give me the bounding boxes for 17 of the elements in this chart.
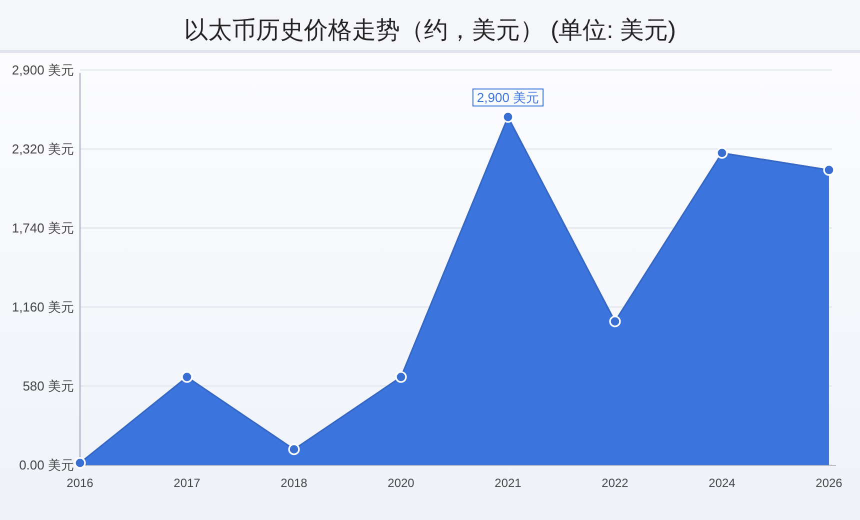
- y-tick-label: 1,740 美元: [12, 220, 74, 236]
- y-tick-label: 2,320 美元: [12, 142, 74, 156]
- y-tick-label: 0.00 美元: [19, 458, 74, 472]
- x-tick-label: 2024: [708, 476, 736, 490]
- x-tick-label: 2017: [174, 476, 200, 490]
- title: 以太币历史价格走势（约，美元） (单位: 美元): [184, 17, 676, 44]
- x-tick-label: 2026: [816, 476, 842, 490]
- annotation: 2,900 美元: [472, 88, 544, 106]
- x-tick-label: 2021: [494, 476, 522, 490]
- y-tick-label: 1,160 美元: [12, 300, 74, 314]
- x-tick-label: 2020: [388, 476, 414, 490]
- x-tick-label: 2018: [280, 476, 308, 490]
- y-tick-label: 2,900 美元: [12, 62, 74, 78]
- annotation: 2,900 美元: [476, 90, 540, 105]
- x-tick-label: 2022: [602, 476, 628, 490]
- x-tick-label: 2016: [66, 476, 94, 490]
- y-tick-label: 580 美元: [22, 378, 74, 394]
